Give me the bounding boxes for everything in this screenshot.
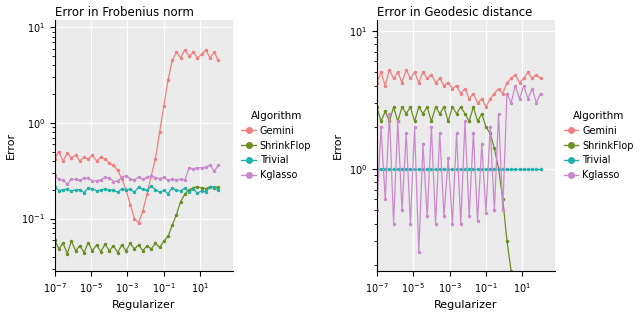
Legend: Gemini, ShrinkFlop, Trivial, Kglasso: Gemini, ShrinkFlop, Trivial, Kglasso <box>564 111 634 180</box>
Text: Error in Geodesic distance: Error in Geodesic distance <box>377 6 532 19</box>
X-axis label: Regularizer: Regularizer <box>112 301 175 310</box>
Y-axis label: Error: Error <box>6 132 15 159</box>
Text: Error in Frobenius norm: Error in Frobenius norm <box>54 6 193 19</box>
X-axis label: Regularizer: Regularizer <box>434 301 498 310</box>
Legend: Gemini, ShrinkFlop, Trivial, Kglasso: Gemini, ShrinkFlop, Trivial, Kglasso <box>241 111 311 180</box>
Y-axis label: Error: Error <box>333 132 343 159</box>
